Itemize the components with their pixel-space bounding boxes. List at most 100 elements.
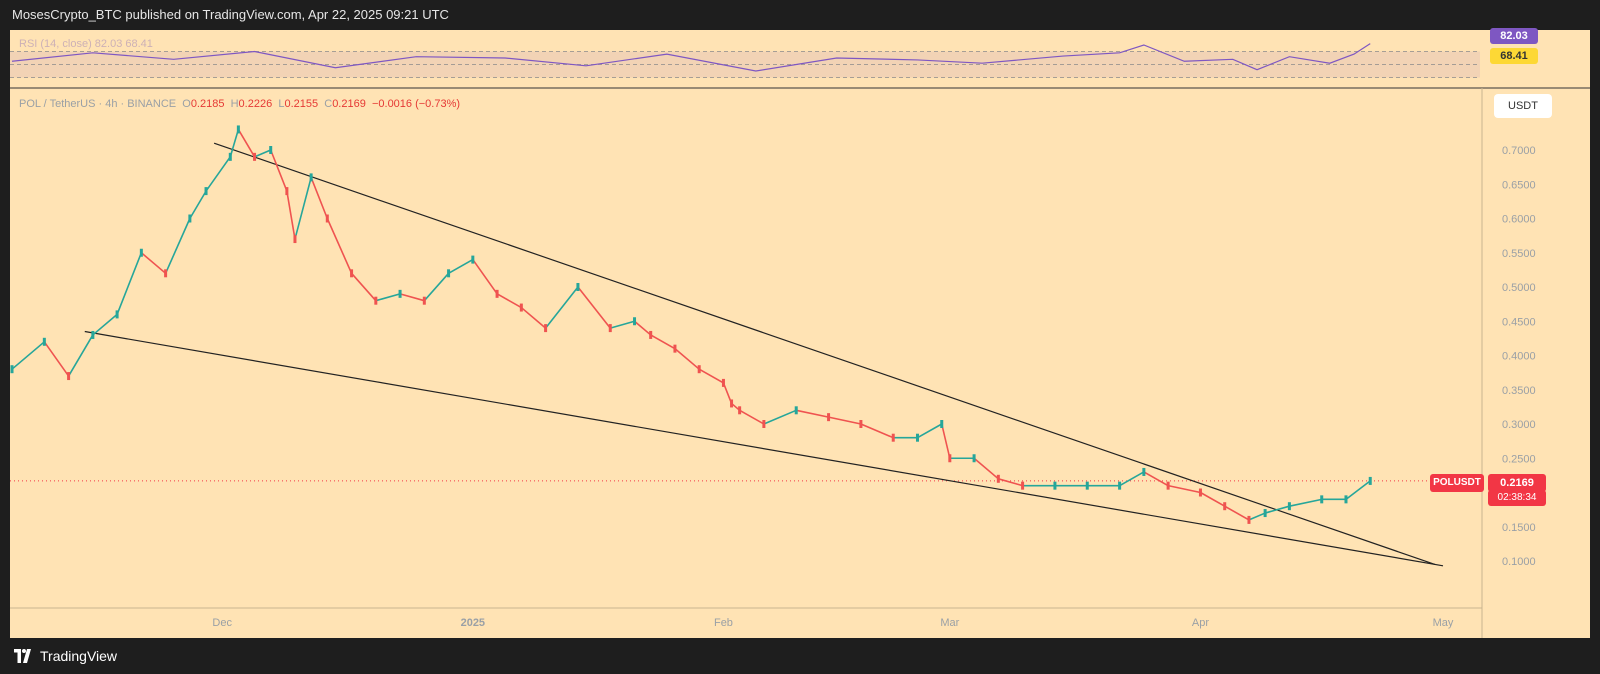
x-tick-label: Mar [940,617,959,629]
price-segment [998,478,1023,487]
open-value: 0.2185 [190,98,225,110]
rsi-value-badge: 82.03 [1490,28,1538,44]
price-candle [1142,467,1146,476]
price-candle [1368,476,1372,485]
price-candle [633,317,637,326]
price-segment [1345,480,1371,500]
price-segment [1264,505,1290,514]
currency-unit-button[interactable]: USDT [1494,94,1552,118]
price-segment [1200,491,1226,507]
price-candle [891,433,895,442]
price-segment [11,341,45,370]
price-segment [739,409,765,425]
price-candle [915,433,919,442]
price-segment [310,177,329,219]
low-value: 0.2155 [284,98,319,110]
price-segment [1119,471,1145,487]
close-value: 0.2169 [332,98,366,110]
trendline-lower [84,330,1444,567]
high-label: H [230,98,239,110]
price-candle [204,187,208,196]
price-candle [738,406,742,415]
price-segment [254,149,272,158]
price-candle [253,152,257,161]
price-candle [1344,495,1348,504]
y-tick-label: 0.7000 [1502,145,1536,157]
ohlc-legend: POL / TetherUS · 4h · BINANCE O0.2185 H 0… [19,98,460,110]
price-tag-symbol: POLUSDT [1430,474,1484,492]
price-segment [496,293,522,309]
price-candle [293,235,297,244]
price-tag-countdown: 02:38:34 [1488,490,1546,506]
y-tick-label: 0.6500 [1502,179,1536,191]
price-candle [697,365,701,374]
price-candle [673,344,677,353]
price-candle [1223,502,1227,511]
price-segment [796,409,829,418]
price-segment [973,457,999,480]
price-segment [577,286,611,329]
change-value: −0.0016 (−0.73%) [371,98,461,110]
price-candle [972,454,976,463]
low-label: L [278,98,285,110]
chart-svg[interactable]: 0.7000 0.6500 0.6000 0.5500 0.5000 0.4500 0.40… [10,30,1590,638]
price-segment [544,286,579,329]
y-tick-label: 0.1500 [1502,522,1536,534]
price-segment [1248,512,1266,521]
brand-name: TradingView [40,648,118,664]
price-candle [576,283,580,291]
x-tick-label: Feb [714,617,733,629]
price-segment [294,177,312,240]
price-candle [1021,481,1025,490]
y-tick-label: 0.4000 [1502,351,1536,363]
price-segment [326,218,353,274]
price-candle [374,296,378,305]
price-segment [269,149,288,192]
price-segment [698,368,724,384]
price-candle [67,372,71,381]
chart-frame[interactable]: 0.7000 0.6500 0.6000 0.5500 0.5000 0.4500 0.40… [10,28,1590,638]
price-candle [228,152,232,161]
open-label: O [182,98,191,110]
x-tick-label: Dec [212,617,232,629]
price-segment [67,334,94,377]
price-segment [350,272,377,302]
close-label: C [324,98,333,110]
price-segment [286,190,296,240]
price-segment [140,252,167,274]
price-candle [948,454,952,463]
price-candle [269,146,273,154]
price-candle [285,187,289,196]
price-segment [448,258,474,274]
tradingview-logo[interactable]: TradingView [12,648,117,664]
y-tick-label: 0.3500 [1502,385,1536,397]
price-segment [237,129,256,158]
price-candle [1118,481,1122,490]
price-candle [1247,515,1251,524]
price-candle [1085,481,1089,490]
y-tick-label: 0.1000 [1502,556,1536,568]
price-candle [309,173,313,182]
price-candle [721,378,725,387]
price-candle [1320,495,1324,504]
price-segment [92,313,118,336]
publisher-text: MosesCrypto_BTC published on TradingView… [12,7,449,22]
price-candle [1053,481,1057,490]
price-segment [1224,505,1250,521]
footer: TradingView [0,638,1600,674]
price-candle [471,255,475,264]
price-segment [205,156,231,192]
x-tick-label: Apr [1192,617,1209,629]
symbol-label: POL / TetherUS · 4h · BINANCE [19,98,177,110]
price-segment [520,306,547,329]
price-segment [674,348,700,370]
price-segment [650,334,676,350]
rsi-ma-value-badge: 68.41 [1490,48,1538,64]
price-candle [859,420,863,428]
price-candle [544,324,548,333]
price-candle [1198,488,1202,497]
price-segment [940,423,951,459]
x-tick-label: 2025 [461,617,485,629]
price-candle [10,365,14,374]
price-candle [519,303,523,312]
